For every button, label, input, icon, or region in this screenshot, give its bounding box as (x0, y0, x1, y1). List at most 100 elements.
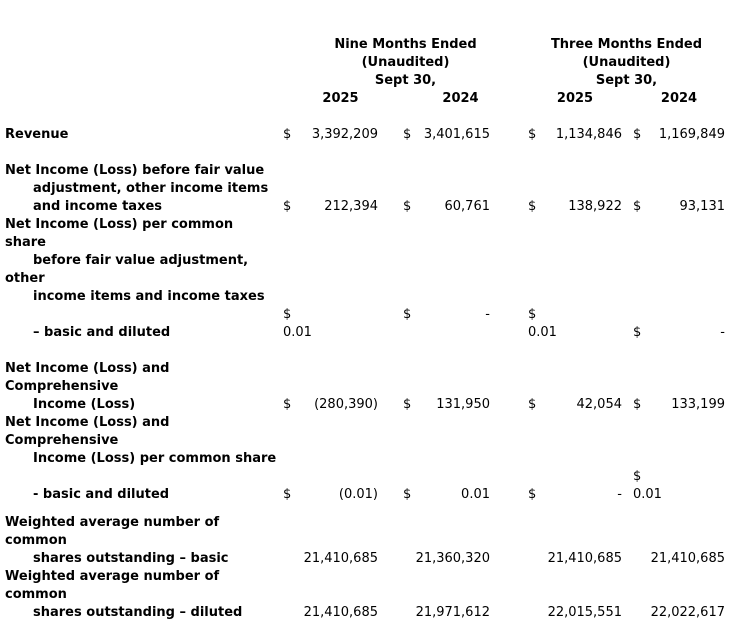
dollar-sign: $ (633, 325, 642, 340)
cell-value: 0.01 (633, 487, 662, 502)
row-label: common (5, 587, 67, 602)
row-label: and income taxes (33, 199, 163, 214)
comprehensive-per-share-label-row: Income (Loss) per common share (0, 450, 725, 468)
year-column-header: 2025 (322, 91, 359, 106)
cell-value: 1,169,849 (658, 127, 725, 142)
three-months-date: Sept 30, (595, 73, 658, 88)
weighted-diluted-label-row: Weighted average number of (0, 568, 725, 586)
row-label: Net Income (Loss) and (5, 415, 170, 430)
cell-value: 21,360,320 (415, 551, 490, 566)
dollar-sign: $ (403, 199, 412, 214)
header-period-row: Nine Months Ended Three Months Ended (0, 36, 725, 54)
row-label: Income (Loss) (33, 397, 136, 412)
spacer-row (0, 144, 725, 162)
cell-value: 42,054 (576, 397, 623, 412)
nine-months-header: Nine Months Ended (334, 37, 477, 52)
cell-value: 21,410,685 (303, 551, 378, 566)
row-label: - basic and diluted (33, 487, 170, 502)
row-label: shares outstanding – basic (33, 551, 229, 566)
spacer-row (0, 342, 725, 360)
dollar-sign: $ (633, 469, 642, 484)
row-label: other (5, 271, 45, 286)
financial-statement-table: Nine Months Ended Three Months Ended (Unau… (0, 36, 725, 622)
cell-value: (280,390) (314, 397, 378, 412)
cell-value: 0.01 (283, 325, 312, 340)
dollar-sign: $ (528, 127, 537, 142)
comprehensive-per-share-label-row: Net Income (Loss) and (0, 414, 725, 432)
comprehensive-income-values-row: Income (Loss) $ (280,390) $131,950 $42,054 $1… (0, 396, 725, 414)
row-label: Comprehensive (5, 433, 119, 448)
comprehensive-per-share-wrap-row: $ (0, 468, 725, 486)
header-date-row: Sept 30, Sept 30, (0, 72, 725, 90)
nine-months-date: Sept 30, (374, 73, 437, 88)
cell-value: 22,015,551 (547, 605, 622, 620)
dollar-sign: $ (528, 307, 537, 322)
row-label: common (5, 533, 67, 548)
year-column-header: 2025 (556, 91, 594, 106)
row-label: income items and income taxes (33, 289, 265, 304)
row-label: Income (Loss) per common share (33, 451, 277, 466)
dollar-sign: $ (403, 307, 412, 322)
row-label: Weighted average number of (5, 569, 220, 584)
per-share-before-fv-label-row: Net Income (Loss) per common (0, 216, 725, 234)
row-label: share (5, 235, 46, 250)
nine-months-unaudited: (Unaudited) (361, 55, 450, 70)
row-label: Net Income (Loss) and (5, 361, 170, 376)
row-label: Net Income (Loss) per common (5, 217, 234, 232)
spacer-row (0, 108, 725, 126)
row-label: – basic and diluted (33, 325, 171, 340)
cell-value: - (617, 487, 622, 502)
year-column-header: 2024 (442, 91, 479, 106)
cell-value: 1,134,846 (555, 127, 622, 142)
cell-value: 133,199 (671, 397, 725, 412)
weighted-basic-label-row: common (0, 532, 725, 550)
dollar-sign: $ (283, 199, 292, 214)
year-column-header: 2024 (660, 91, 698, 106)
header-unaudited-row: (Unaudited) (Unaudited) (0, 54, 725, 72)
per-share-before-fv-basic-diluted-row: – basic and diluted 0.01 0.01 $ - (0, 324, 725, 342)
row-label: Comprehensive (5, 379, 119, 394)
weighted-diluted-values-row: shares outstanding – diluted 21,410,685 21… (0, 604, 725, 622)
cell-value: 21,410,685 (650, 551, 725, 566)
revenue-row: Revenue $3,392,209 $3,401,615 $1,134,846 $1,… (0, 126, 725, 144)
weighted-basic-label-row: Weighted average number of (0, 514, 725, 532)
comprehensive-income-label-row: Comprehensive (0, 378, 725, 396)
cell-value: 0.01 (461, 487, 490, 502)
dollar-sign: $ (403, 397, 412, 412)
row-label: shares outstanding – diluted (33, 605, 243, 620)
header-year-row: 2025 2024 2025 2024 (0, 90, 725, 108)
comprehensive-income-label-row: Net Income (Loss) and (0, 360, 725, 378)
cell-value: 3,392,209 (311, 127, 378, 142)
three-months-unaudited: (Unaudited) (582, 55, 671, 70)
dollar-sign: $ (403, 127, 412, 142)
weighted-basic-values-row: shares outstanding – basic 21,410,685 21,3… (0, 550, 725, 568)
dollar-sign: $ (633, 397, 642, 412)
comprehensive-per-share-label-row: Comprehensive (0, 432, 725, 450)
dollar-sign: $ (283, 397, 292, 412)
dollar-sign: $ (633, 127, 642, 142)
row-label: before fair value adjustment, (33, 253, 249, 268)
dollar-sign: $ (283, 487, 292, 502)
dollar-sign: $ (633, 199, 642, 214)
cell-value: 93,131 (679, 199, 726, 214)
row-label: adjustment, other income items (33, 181, 269, 196)
net-income-before-fv-values-row: and income taxes $212,394 $60,761 $138,922 $… (0, 198, 725, 216)
cell-value: 60,761 (444, 199, 491, 214)
per-share-before-fv-label-row: other (0, 270, 725, 288)
dollar-sign: $ (528, 397, 537, 412)
per-share-before-fv-label-row: before fair value adjustment, (0, 252, 725, 270)
cell-value: 21,410,685 (303, 605, 378, 620)
row-label: Revenue (5, 127, 69, 142)
cell-value: 0.01 (528, 325, 557, 340)
dollar-sign: $ (283, 307, 292, 322)
cell-value: 21,971,612 (415, 605, 490, 620)
three-months-header: Three Months Ended (550, 37, 703, 52)
net-income-before-fv-label-row: adjustment, other income items (0, 180, 725, 198)
cell-value: - (720, 325, 725, 340)
cell-value: 22,022,617 (650, 605, 725, 620)
row-label: Net Income (Loss) before fair value (5, 163, 265, 178)
dollar-sign: $ (528, 487, 537, 502)
per-share-before-fv-label-row: income items and income taxes (0, 288, 725, 306)
per-share-before-fv-values-wrap-row: $ $ - $ (0, 306, 725, 324)
